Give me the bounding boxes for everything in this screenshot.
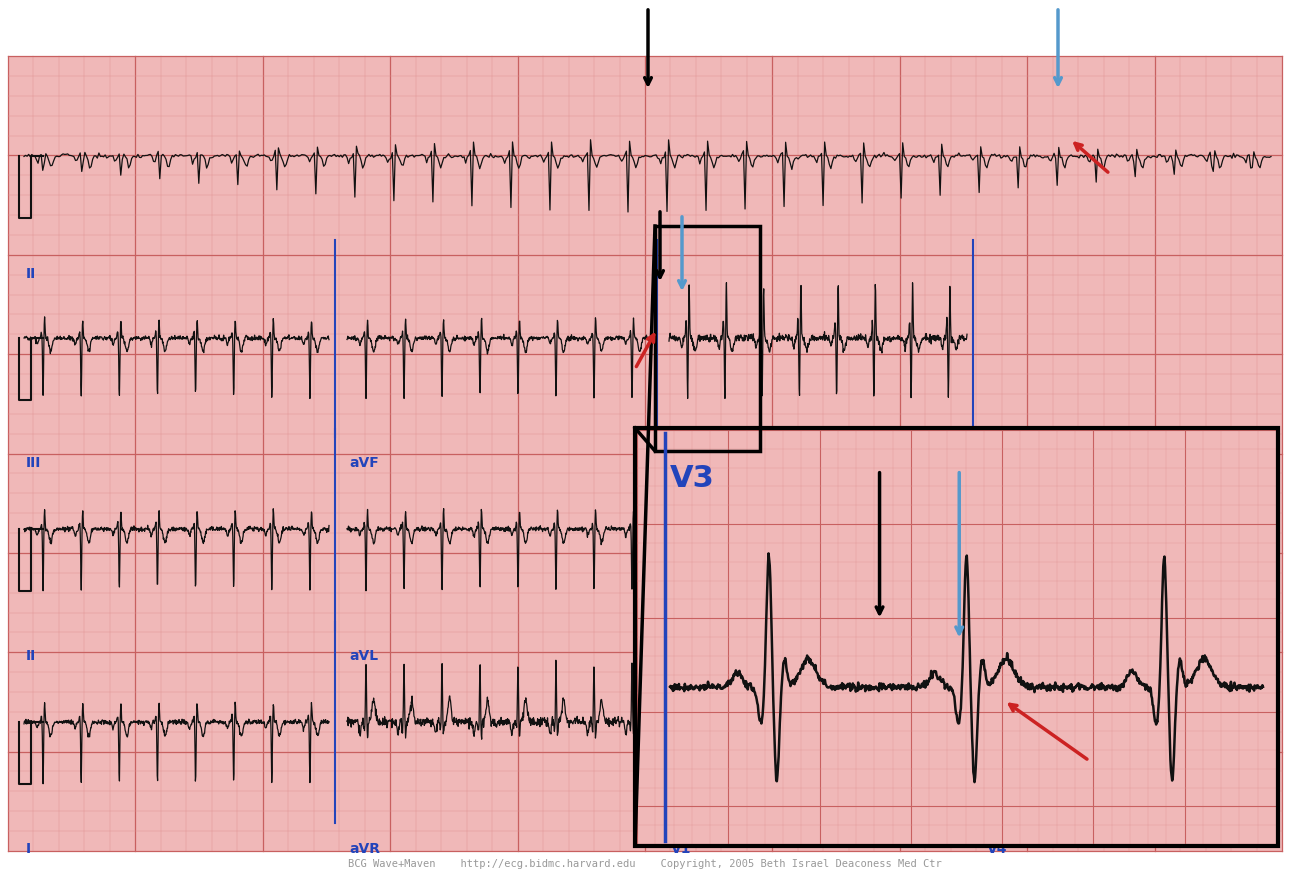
Text: III: III <box>26 455 41 469</box>
Text: aVR: aVR <box>350 841 381 855</box>
Text: II: II <box>26 648 36 662</box>
Text: V2: V2 <box>671 648 691 662</box>
Bar <box>655 227 760 452</box>
Text: I: I <box>26 841 31 855</box>
Text: V5: V5 <box>987 648 1007 662</box>
Text: V3: V3 <box>671 455 691 469</box>
Text: V3: V3 <box>670 463 715 493</box>
Text: BCG Wave+Maven    http://ecg.bidmc.harvard.edu    Copyright, 2005 Beth Israel De: BCG Wave+Maven http://ecg.bidmc.harvard.… <box>348 858 942 868</box>
Text: V4: V4 <box>987 841 1007 855</box>
Text: aVF: aVF <box>350 455 379 469</box>
Text: aVL: aVL <box>350 648 378 662</box>
Text: II: II <box>26 267 36 281</box>
Text: V1: V1 <box>671 841 691 855</box>
Bar <box>635 429 1278 846</box>
Bar <box>635 429 1278 846</box>
